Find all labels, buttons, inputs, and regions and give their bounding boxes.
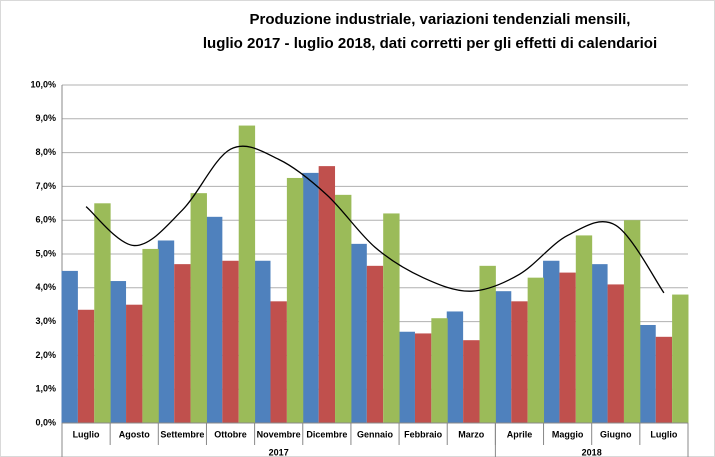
y-tick-label: 10,0% [30,79,56,89]
group-label: 2017 [269,447,289,457]
bar [366,265,384,423]
bar [94,203,111,423]
x-tick-label: Febbraio [404,429,443,439]
y-tick-label: 2,0% [35,350,56,360]
y-tick-label: 0,0% [35,417,56,427]
trend-line [85,145,665,294]
x-tick-label: Giugno [600,429,632,439]
bar [238,125,256,423]
bar [559,272,576,423]
x-tick-label: Marzo [458,429,485,439]
x-tick-label: Gennaio [357,429,394,439]
bar [318,166,336,423]
bar [109,281,127,423]
bar [126,304,143,423]
y-tick-label: 6,0% [35,215,56,225]
y-tick-label: 4,0% [35,282,56,292]
bar [446,311,464,423]
x-tick-label: Settembre [160,429,204,439]
bar [222,260,239,423]
bar [286,177,304,423]
bar [205,216,223,423]
bar [607,284,624,423]
bar [61,270,78,423]
group-label: 2018 [582,447,602,457]
bar [655,336,673,423]
bar [591,264,608,423]
x-tick-label: Luglio [650,429,677,439]
bar [431,318,448,423]
y-tick-label: 7,0% [35,181,56,191]
y-tick-label: 9,0% [35,113,56,123]
bar [414,333,432,423]
bar [511,301,528,423]
x-tick-label: Luglio [73,429,100,439]
bar [350,243,367,423]
bar [77,309,95,423]
bar [672,294,689,423]
bar [639,324,656,423]
x-tick-label: Dicembre [306,429,347,439]
bar [142,248,159,423]
chart-title: Produzione industriale, variazioni tende… [250,11,631,28]
y-tick-label: 5,0% [35,248,56,258]
bar [190,193,207,423]
bar [494,291,512,423]
bar [174,264,191,423]
bar [463,340,480,423]
bar [254,260,271,423]
bar [543,260,560,423]
y-tick-label: 8,0% [35,147,56,157]
x-tick-label: Maggio [552,429,584,439]
bar [398,331,415,423]
x-tick-label: Aprile [507,429,533,439]
bar [383,213,400,423]
bar [270,301,287,423]
y-tick-label: 3,0% [35,316,56,326]
bar [575,235,593,423]
bar [479,265,496,423]
bar [335,194,352,423]
chart-title: luglio 2017 - luglio 2018, dati corretti… [203,35,657,52]
bar [527,277,545,423]
x-tick-label: Novembre [257,429,301,439]
bar [157,240,175,423]
bar [623,220,641,423]
x-tick-label: Agosto [119,429,150,439]
x-tick-label: Ottobre [214,429,247,439]
bar [302,172,319,423]
y-tick-label: 1,0% [35,384,56,394]
